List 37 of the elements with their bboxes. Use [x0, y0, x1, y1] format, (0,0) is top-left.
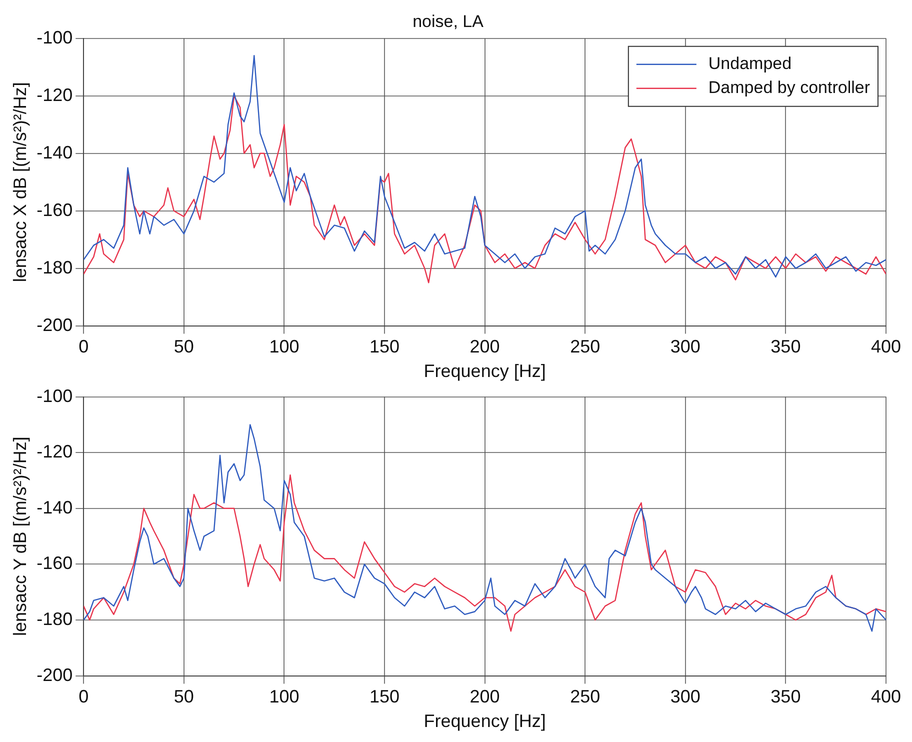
legend-label: Damped by controller	[708, 78, 870, 98]
y-axis-title: lensacc Y dB [(m/s²)²/Hz]	[10, 436, 30, 636]
x-tick-label: 100	[269, 686, 300, 707]
y-tick-label: -140	[36, 497, 73, 518]
x-tick-label: 50	[174, 336, 194, 357]
y-tick-label: -200	[36, 314, 73, 335]
x-tick-label: 150	[369, 686, 400, 707]
y-tick-label: -120	[36, 442, 73, 462]
x-tick-label: 300	[670, 336, 700, 357]
y-tick-label: -160	[36, 553, 73, 574]
x-tick-label: 400	[870, 336, 902, 357]
x-tick-label: 50	[174, 686, 194, 707]
chart-title: noise, LA	[412, 12, 484, 31]
x-axis-title: Frequency [Hz]	[424, 711, 546, 732]
x-tick-label: 200	[470, 336, 500, 357]
x-axis-title: Frequency [Hz]	[424, 361, 546, 382]
x-tick-label: 0	[78, 686, 89, 707]
y-tick-label: -160	[36, 200, 73, 220]
x-tick-label: 0	[78, 336, 89, 357]
x-tick-label: 250	[570, 336, 600, 357]
y-tick-label: -100	[36, 386, 73, 406]
legend-label: Undamped	[708, 54, 792, 74]
x-tick-label: 350	[770, 336, 801, 357]
y-tick-label: -100	[36, 27, 73, 48]
y-tick-label: -120	[36, 84, 73, 105]
x-tick-label: 200	[470, 686, 500, 707]
y-tick-label: -140	[36, 142, 73, 162]
x-tick-label: 150	[369, 336, 400, 357]
y-tick-label: -180	[36, 608, 73, 629]
x-tick-label: 400	[870, 686, 902, 707]
x-tick-label: 250	[570, 686, 600, 707]
y-tick-label: -200	[36, 664, 73, 685]
x-tick-label: 100	[269, 336, 300, 357]
y-axis-title: lensacc X dB [(m/s²)²/Hz]	[10, 82, 30, 282]
y-tick-label: -180	[36, 257, 73, 278]
x-tick-label: 350	[770, 686, 801, 707]
x-tick-label: 300	[670, 686, 700, 707]
